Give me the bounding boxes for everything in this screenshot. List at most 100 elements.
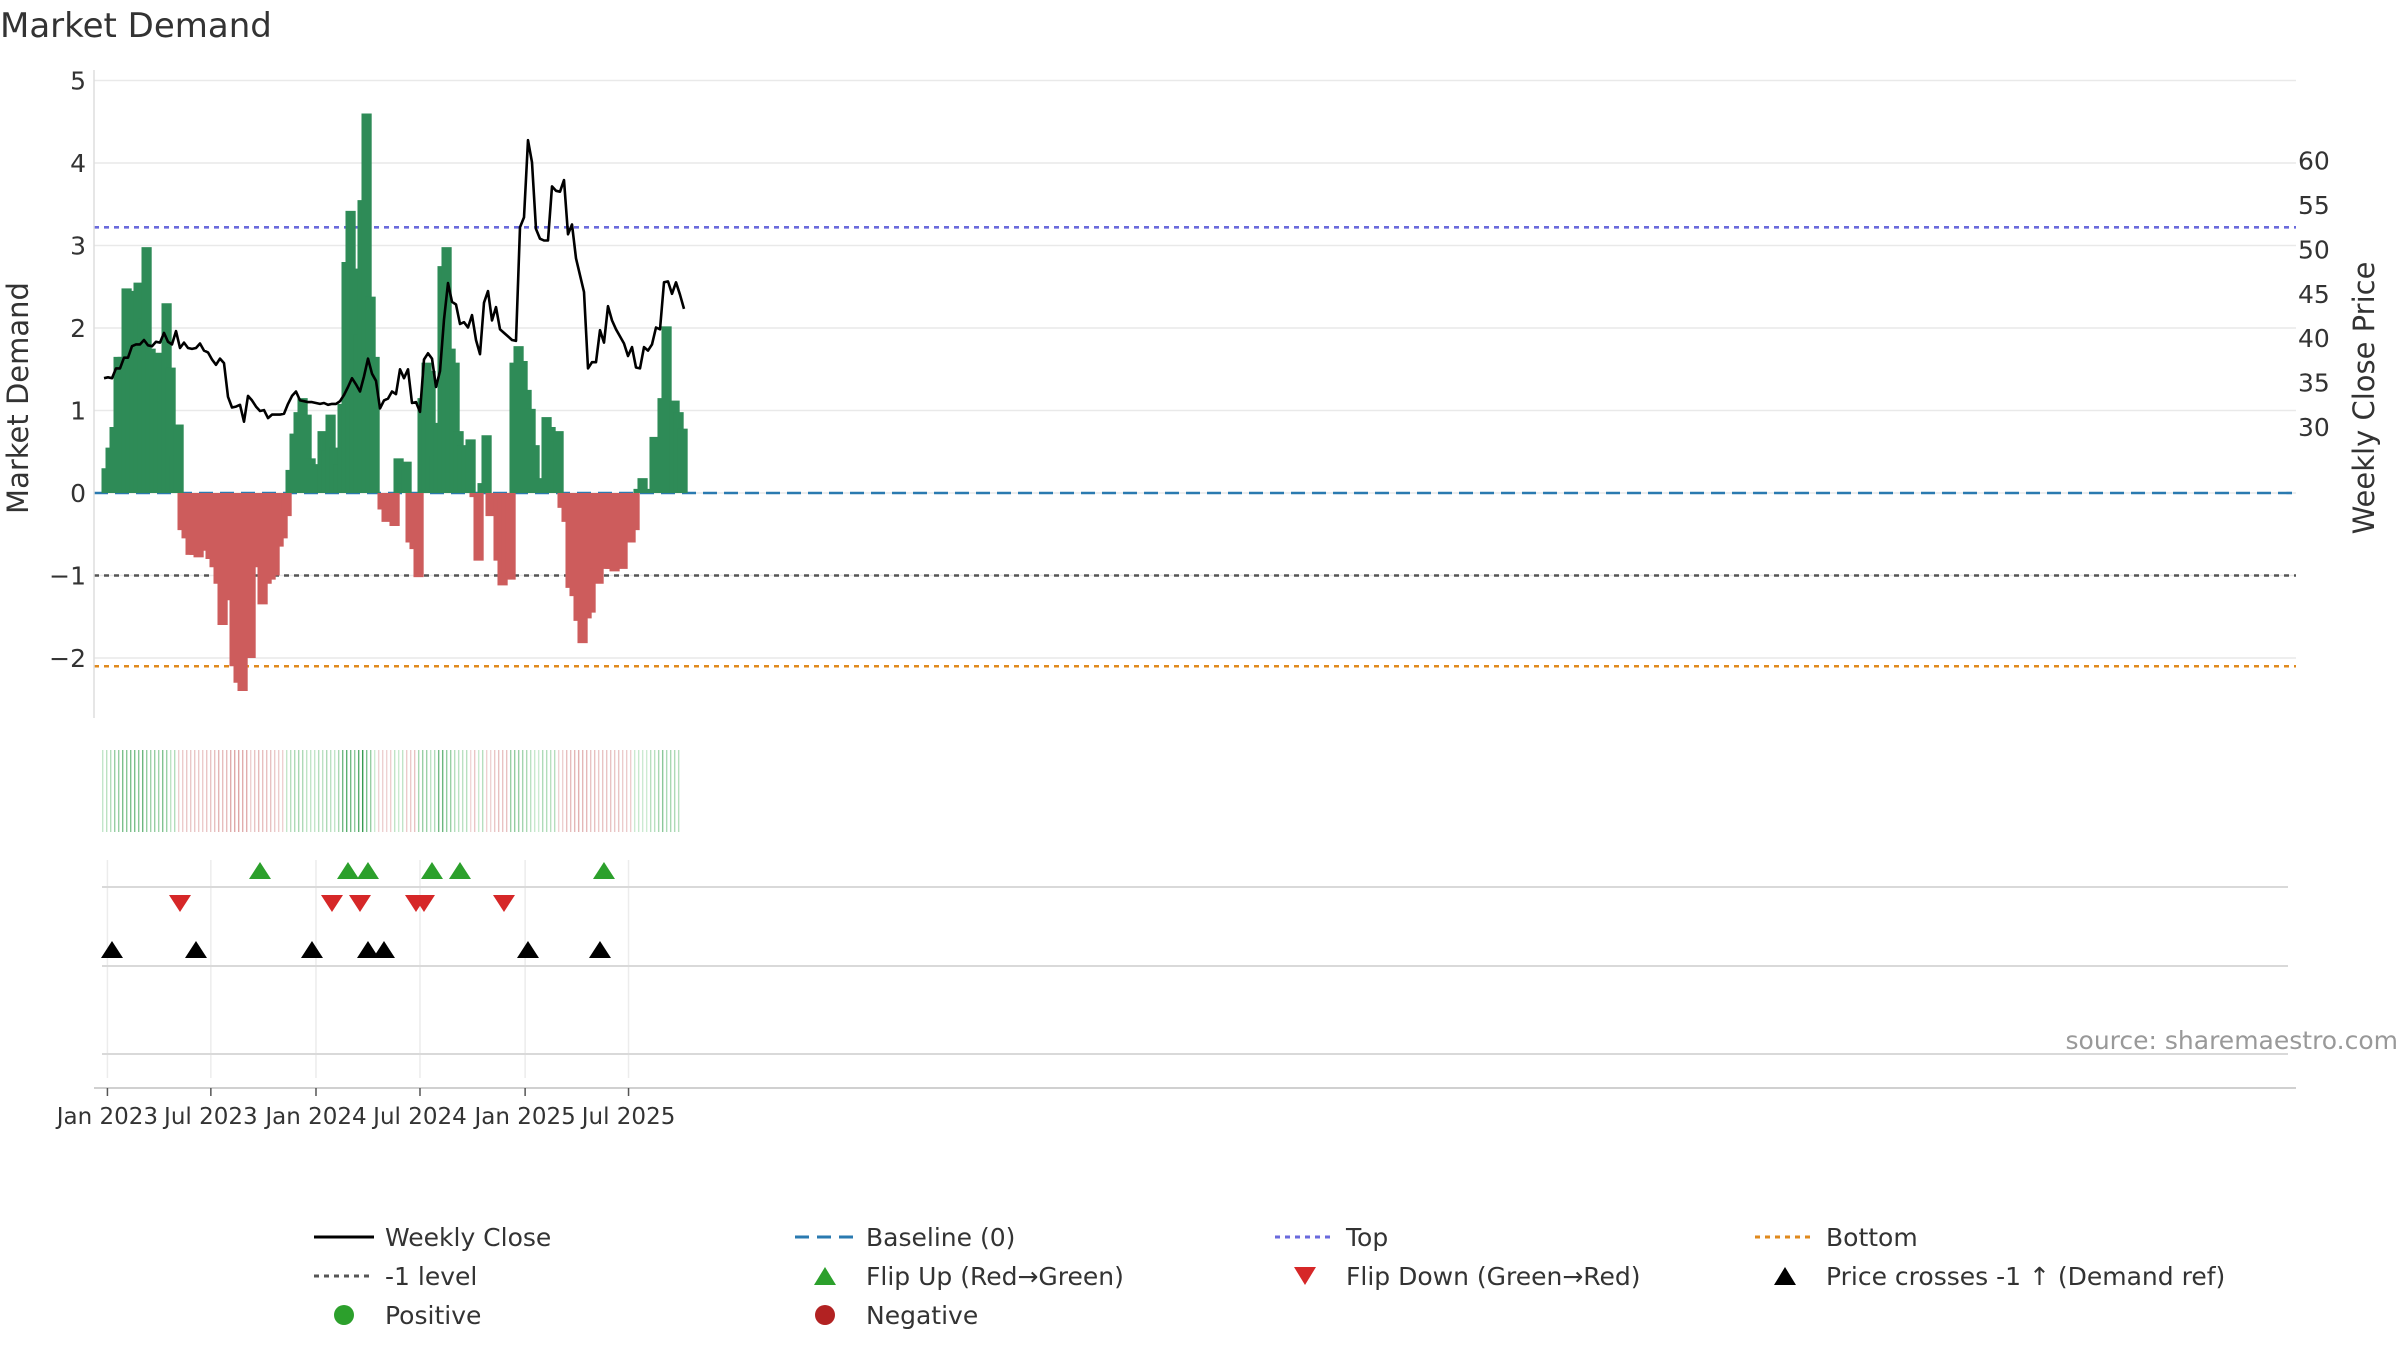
flip-up-marker — [336, 862, 359, 879]
heat-cell — [277, 750, 280, 832]
grid-layer — [94, 79, 2296, 1078]
legend-item: -1 level — [314, 1262, 477, 1291]
heat-cell — [241, 750, 244, 832]
heat-cell — [457, 750, 460, 832]
heat-cell — [545, 750, 548, 832]
demand-bar-positive — [393, 458, 404, 493]
heat-cell — [261, 750, 264, 832]
y-tick-label: 4 — [70, 149, 86, 178]
heat-cell — [533, 750, 536, 832]
x-tick-label: Jul 2023 — [162, 1104, 258, 1130]
legend-triangle-up-swatch — [1774, 1267, 1796, 1285]
heat-cell — [293, 750, 296, 832]
heat-cell — [637, 750, 640, 832]
heat-cell — [113, 750, 116, 832]
heat-cell — [257, 750, 260, 832]
legend-item: Flip Down (Green→Red) — [1294, 1262, 1641, 1291]
heat-cell — [221, 750, 224, 832]
heat-cell — [469, 750, 472, 832]
heat-cell — [461, 750, 464, 832]
heat-cell — [177, 750, 180, 832]
heat-cell — [437, 750, 440, 832]
heat-cell — [565, 750, 568, 832]
heat-cell — [105, 750, 108, 832]
heat-cell — [425, 750, 428, 832]
heat-cell — [561, 750, 564, 832]
legend-label: Top — [1345, 1223, 1388, 1252]
heat-cell — [645, 750, 648, 832]
demand-bar-positive — [533, 478, 544, 493]
demand-bar-positive — [677, 428, 688, 493]
heat-cell — [633, 750, 636, 832]
heat-cell — [489, 750, 492, 832]
flip-up-marker — [448, 862, 471, 879]
heat-cell — [417, 750, 420, 832]
heat-cell — [102, 750, 104, 832]
demand-bar-positive — [369, 356, 380, 493]
y2-tick-label: 55 — [2298, 191, 2330, 220]
legend-triangle-up-swatch — [814, 1267, 836, 1285]
heat-cell — [185, 750, 188, 832]
heat-cell — [573, 750, 576, 832]
heat-cell — [381, 750, 384, 832]
x-tick-label: Jan 2023 — [55, 1104, 158, 1130]
heat-cell — [665, 750, 668, 832]
heat-cell — [481, 750, 484, 832]
flip-down-marker — [492, 895, 515, 912]
heat-cell — [477, 750, 480, 832]
heat-cell — [321, 750, 324, 832]
heat-cell — [429, 750, 432, 832]
axes-layer: 5 4 3 2 1 0 −1 −2 60 55 50 45 40 35 30 Jan 2023 Jul 2023… — [49, 67, 2330, 1131]
price-cross-marker — [184, 941, 207, 958]
heat-cell — [341, 750, 344, 832]
heat-cell — [625, 750, 628, 832]
heat-cell — [449, 750, 452, 832]
heat-cell — [253, 750, 256, 832]
heat-cell — [345, 750, 348, 832]
demand-bar-positive — [173, 424, 184, 493]
legend-item: Bottom — [1755, 1223, 1918, 1252]
heat-cell — [525, 750, 528, 832]
heat-cell — [233, 750, 236, 832]
demand-bar-positive — [529, 445, 540, 493]
demand-bar-negative — [389, 493, 400, 526]
heat-cell — [325, 750, 328, 832]
price-cross-marker — [356, 941, 379, 958]
heat-cell — [613, 750, 616, 832]
heat-cell — [361, 750, 364, 832]
heat-cell — [389, 750, 392, 832]
heat-cell — [141, 750, 144, 832]
heat-cell — [597, 750, 600, 832]
heat-cell — [465, 750, 468, 832]
y2-tick-label: 35 — [2298, 369, 2330, 398]
legend-label: Flip Up (Red→Green) — [866, 1262, 1124, 1291]
price-cross-marker — [300, 941, 323, 958]
legend-circle-swatch — [815, 1305, 835, 1325]
heat-cell — [269, 750, 272, 832]
heat-cell — [333, 750, 336, 832]
flip-up-marker — [420, 862, 443, 879]
heat-cell — [297, 750, 300, 832]
x-tick-label: Jan 2024 — [263, 1104, 366, 1130]
heat-cell — [537, 750, 540, 832]
heat-cell — [181, 750, 184, 832]
heat-cell — [205, 750, 208, 832]
heat-cell — [585, 750, 588, 832]
heat-cell — [605, 750, 608, 832]
heat-cell — [401, 750, 404, 832]
heat-cell — [117, 750, 120, 832]
heat-cell — [485, 750, 488, 832]
demand-bar-positive — [425, 370, 436, 493]
heat-cell — [557, 750, 560, 832]
legend-circle-swatch — [334, 1305, 354, 1325]
heat-cell — [301, 750, 304, 832]
demand-bar-positive — [553, 431, 564, 493]
heat-cell — [165, 750, 168, 832]
legend-label: Baseline (0) — [866, 1223, 1015, 1252]
heat-cell — [577, 750, 580, 832]
heat-cell — [441, 750, 444, 832]
demand-bar-negative — [473, 493, 484, 561]
heat-cell — [617, 750, 620, 832]
legend-label: Weekly Close — [385, 1223, 551, 1252]
y2-tick-label: 45 — [2298, 280, 2330, 309]
